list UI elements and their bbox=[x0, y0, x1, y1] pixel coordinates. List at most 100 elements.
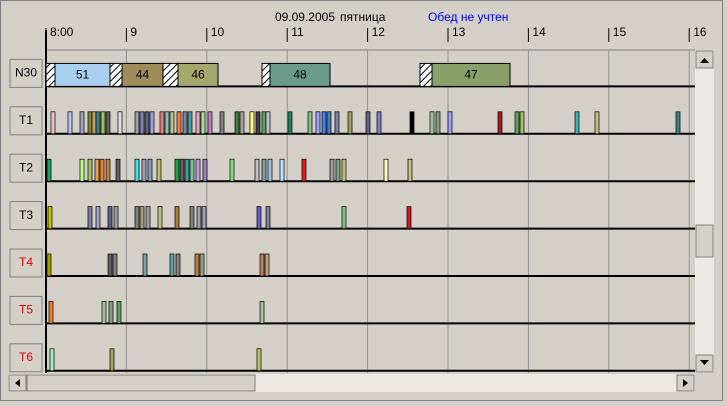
activity-bar bbox=[279, 158, 285, 182]
hour-label: 15 bbox=[613, 25, 627, 39]
activity-bar bbox=[519, 111, 525, 135]
row-label: T1 bbox=[19, 113, 33, 127]
activity-bar bbox=[574, 111, 580, 135]
activity-bar bbox=[249, 111, 255, 135]
activity-bar bbox=[514, 111, 520, 135]
activity-bar bbox=[142, 253, 148, 277]
activity-bar bbox=[145, 206, 151, 229]
row-button[interactable] bbox=[9, 58, 43, 88]
row-label: T4 bbox=[19, 255, 33, 269]
activity-bar bbox=[287, 111, 293, 135]
activity-bar bbox=[159, 111, 165, 135]
hatch bbox=[109, 62, 123, 87]
activity-bar bbox=[156, 158, 162, 182]
activity-bar bbox=[365, 111, 371, 135]
activity-bar bbox=[95, 111, 101, 135]
activity-bar bbox=[341, 158, 347, 182]
activity-bar bbox=[79, 158, 85, 182]
activity-bar bbox=[239, 111, 245, 135]
task-label: 47 bbox=[464, 68, 478, 82]
activity-bar bbox=[46, 253, 52, 277]
activity-bar bbox=[199, 253, 205, 277]
activity-bar bbox=[107, 253, 113, 277]
weekday: пятница bbox=[340, 10, 386, 24]
activity-bar bbox=[48, 301, 54, 324]
activity-bar bbox=[112, 253, 118, 277]
activity-bar bbox=[187, 111, 193, 135]
activity-bar bbox=[497, 111, 503, 135]
activity-bar bbox=[108, 301, 114, 324]
activity-bar bbox=[202, 158, 208, 182]
activity-bar bbox=[174, 158, 180, 182]
activity-bar bbox=[265, 111, 271, 135]
row-button[interactable] bbox=[9, 201, 43, 231]
activity-bar bbox=[195, 158, 201, 182]
activity-bar bbox=[265, 206, 271, 229]
vertical-scrollbar[interactable] bbox=[695, 50, 714, 373]
activity-bar bbox=[254, 158, 260, 182]
row-label: N30 bbox=[15, 66, 37, 80]
hour-label: 16 bbox=[693, 25, 707, 39]
activity-bar bbox=[194, 253, 200, 277]
activity-bar bbox=[139, 111, 145, 135]
activity-bar bbox=[99, 158, 105, 182]
row-button[interactable] bbox=[9, 295, 43, 325]
activity-bar bbox=[94, 158, 100, 182]
activity-bar bbox=[87, 206, 93, 229]
row-button[interactable] bbox=[9, 248, 43, 278]
activity-bar bbox=[196, 206, 202, 229]
activity-bar bbox=[259, 301, 265, 324]
activity-bar bbox=[50, 111, 56, 135]
row-button[interactable] bbox=[9, 343, 43, 373]
activity-bar bbox=[341, 206, 347, 229]
activity-bar bbox=[117, 111, 123, 135]
hour-label: 13 bbox=[452, 25, 466, 39]
activity-bar bbox=[101, 301, 107, 324]
horizontal-scrollbar[interactable] bbox=[8, 374, 695, 392]
activity-bar bbox=[234, 111, 240, 135]
grid-area bbox=[46, 50, 695, 373]
activity-bar bbox=[264, 253, 270, 277]
row-label: T3 bbox=[19, 208, 33, 222]
activity-bar bbox=[307, 111, 313, 135]
activity-bar bbox=[335, 158, 341, 182]
hour-label: 10 bbox=[211, 25, 225, 39]
activity-bar bbox=[174, 206, 180, 229]
task-label: 46 bbox=[191, 68, 205, 82]
activity-bar bbox=[200, 111, 206, 135]
activity-bar bbox=[267, 158, 273, 182]
activity-bar bbox=[383, 158, 389, 182]
activity-bar bbox=[79, 111, 85, 135]
activity-bar bbox=[259, 253, 265, 277]
row-label: T5 bbox=[19, 303, 33, 317]
activity-bar bbox=[134, 206, 140, 229]
activity-bar bbox=[49, 348, 55, 372]
activity-bar bbox=[429, 111, 435, 135]
task-label: 44 bbox=[136, 68, 150, 82]
hour-label: 11 bbox=[291, 25, 304, 39]
activity-bar bbox=[115, 158, 121, 182]
activity-bar bbox=[255, 111, 261, 135]
activity-bar bbox=[87, 158, 93, 182]
activity-bar bbox=[113, 206, 119, 229]
activity-bar bbox=[105, 158, 111, 182]
activity-bar bbox=[347, 111, 353, 135]
row-button[interactable] bbox=[9, 153, 43, 183]
activity-bar bbox=[435, 111, 441, 135]
activity-bar bbox=[46, 158, 52, 182]
task-block bbox=[269, 62, 331, 87]
activity-bar bbox=[105, 111, 111, 135]
activity-bar bbox=[256, 348, 262, 372]
activity-bar bbox=[134, 158, 140, 182]
activity-bar bbox=[229, 158, 235, 182]
hour-label: 9 bbox=[130, 25, 137, 39]
row-label: T6 bbox=[19, 350, 33, 364]
activity-bar bbox=[91, 111, 97, 135]
hatch bbox=[45, 62, 56, 87]
row-button[interactable] bbox=[9, 106, 43, 136]
activity-bar bbox=[301, 158, 307, 182]
activity-bar bbox=[139, 206, 145, 229]
activity-bar bbox=[182, 111, 188, 135]
task-label: 48 bbox=[293, 68, 307, 82]
